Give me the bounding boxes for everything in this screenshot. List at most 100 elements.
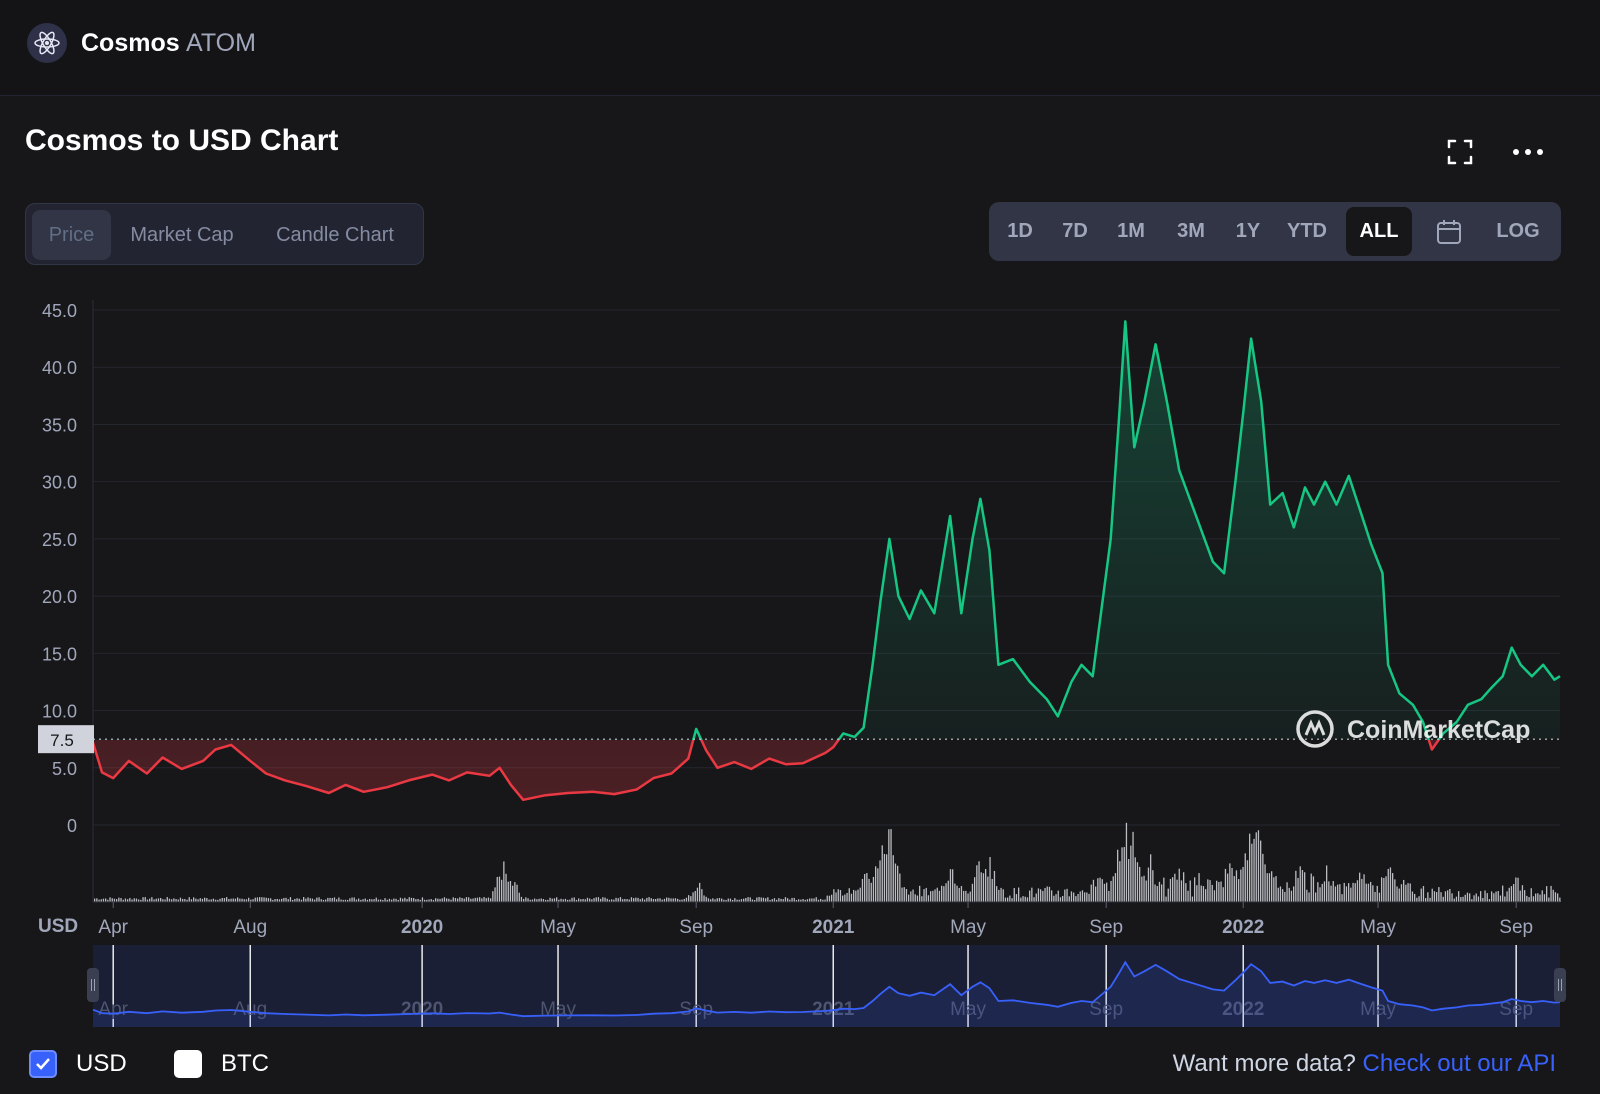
- volume-bar: [1150, 854, 1152, 902]
- volume-bar: [1418, 896, 1420, 902]
- range-navigator[interactable]: Apr Aug 2020 May Sep 2021 May Sep 2022 May Sep: [87, 945, 1566, 1027]
- volume-bar: [369, 898, 371, 902]
- volume-bar: [1183, 872, 1185, 902]
- volume-bar: [111, 898, 113, 902]
- range-ytd[interactable]: YTD: [1287, 220, 1327, 242]
- btc-checkbox[interactable]: [174, 1050, 202, 1078]
- volume-bar: [771, 899, 773, 902]
- more-horizontal-icon[interactable]: [1508, 136, 1548, 168]
- volume-bar: [1260, 840, 1262, 902]
- range-all[interactable]: ALL: [1346, 207, 1412, 256]
- navigator-tick-label: Sep: [1089, 999, 1123, 1020]
- volume-bar: [377, 899, 380, 902]
- volume-bar: [1185, 883, 1187, 902]
- volume-bar: [536, 899, 538, 902]
- volume-bar: [263, 897, 265, 902]
- volume-bar: [668, 897, 670, 902]
- volume-bar: [705, 896, 707, 902]
- volume-bar: [1552, 889, 1554, 902]
- volume-bar: [1508, 887, 1510, 902]
- volume-bar: [1543, 894, 1546, 902]
- volume-bar: [529, 899, 531, 902]
- navigator-handle-right[interactable]: [1554, 968, 1566, 1002]
- volume-bar: [1521, 885, 1524, 902]
- volume-bar: [144, 897, 146, 902]
- navigator-handle-left[interactable]: [87, 968, 99, 1002]
- range-1d[interactable]: 1D: [1007, 220, 1033, 242]
- volume-bar: [1398, 888, 1400, 902]
- range-3m[interactable]: 3M: [1177, 220, 1205, 242]
- volume-bar: [241, 898, 243, 902]
- volume-bar: [1255, 832, 1257, 902]
- range-7d[interactable]: 7D: [1062, 220, 1088, 242]
- volume-bar: [1403, 879, 1405, 902]
- volume-bar: [578, 898, 580, 902]
- range-1m[interactable]: 1M: [1117, 220, 1145, 242]
- volume-bar: [879, 860, 881, 902]
- volume-bar: [386, 899, 388, 902]
- volume-bar: [520, 896, 523, 902]
- volume-bar: [230, 898, 232, 902]
- volume-bar: [971, 883, 974, 902]
- volume-bar: [795, 899, 798, 902]
- volume-bar: [1033, 897, 1035, 902]
- volume-bar: [727, 898, 729, 902]
- volume-bar: [958, 887, 960, 902]
- volume-bar: [1057, 890, 1059, 902]
- volume-bar: [987, 876, 989, 902]
- volume-bar: [923, 889, 925, 902]
- volume-bar: [593, 898, 595, 902]
- tab-market-cap[interactable]: Market Cap: [130, 224, 234, 246]
- volume-bar: [872, 876, 875, 902]
- volume-bar: [582, 898, 584, 902]
- volume-bar: [193, 897, 195, 902]
- volume-bar: [160, 897, 162, 902]
- volume-bar: [1374, 891, 1376, 902]
- volume-bar: [311, 898, 314, 902]
- volume-bar: [912, 889, 914, 902]
- api-link[interactable]: Check out our API: [1362, 1050, 1556, 1077]
- volume-bar: [1306, 889, 1308, 902]
- volume-bar: [1321, 883, 1323, 902]
- volume-bar: [910, 891, 912, 902]
- volume-bar: [1273, 877, 1275, 902]
- volume-bar: [155, 898, 157, 902]
- volume-bar: [1539, 894, 1541, 902]
- calendar-icon[interactable]: [1417, 207, 1481, 256]
- volume-bar: [360, 899, 362, 902]
- volume-bar: [1387, 868, 1389, 902]
- volume-bar: [1484, 890, 1486, 902]
- x-tick-label: Sep: [1499, 917, 1533, 938]
- volume-bar: [485, 898, 487, 902]
- volume-bar: [861, 878, 864, 902]
- volume-bar: [1297, 877, 1299, 902]
- volume-bar: [776, 899, 778, 902]
- tab-price[interactable]: Price: [32, 210, 111, 260]
- volume-bar: [1224, 868, 1227, 902]
- navigator-area: [93, 962, 1560, 1027]
- volume-bar: [1233, 876, 1235, 902]
- volume-bar: [615, 897, 617, 902]
- volume-bar: [1257, 830, 1260, 902]
- volume-bar: [899, 873, 901, 902]
- volume-bar: [804, 899, 806, 902]
- volume-bar: [1326, 865, 1328, 902]
- volume-bar: [523, 898, 525, 902]
- volume-bar: [1310, 873, 1312, 902]
- range-1y[interactable]: 1Y: [1235, 220, 1261, 242]
- range-log[interactable]: LOG: [1496, 220, 1540, 242]
- tab-candle-chart[interactable]: Candle Chart: [276, 224, 394, 246]
- volume-bar: [765, 898, 767, 902]
- price-chart[interactable]: 45.0 40.0 35.0 30.0 25.0 20.0 15.0 10.0 5.0 0 Coi…: [0, 280, 1600, 1040]
- volume-bar: [127, 899, 129, 902]
- usd-checkbox[interactable]: [29, 1050, 57, 1078]
- volume-bar: [1376, 885, 1378, 902]
- volume-bar: [1213, 890, 1216, 902]
- volume-bar: [1015, 894, 1018, 902]
- volume-bar: [267, 898, 270, 902]
- volume-bar: [1319, 887, 1321, 902]
- volume-bar: [1235, 870, 1238, 902]
- expand-icon[interactable]: [1444, 136, 1476, 168]
- volume-bar: [426, 899, 428, 902]
- volume-bar: [1438, 887, 1440, 902]
